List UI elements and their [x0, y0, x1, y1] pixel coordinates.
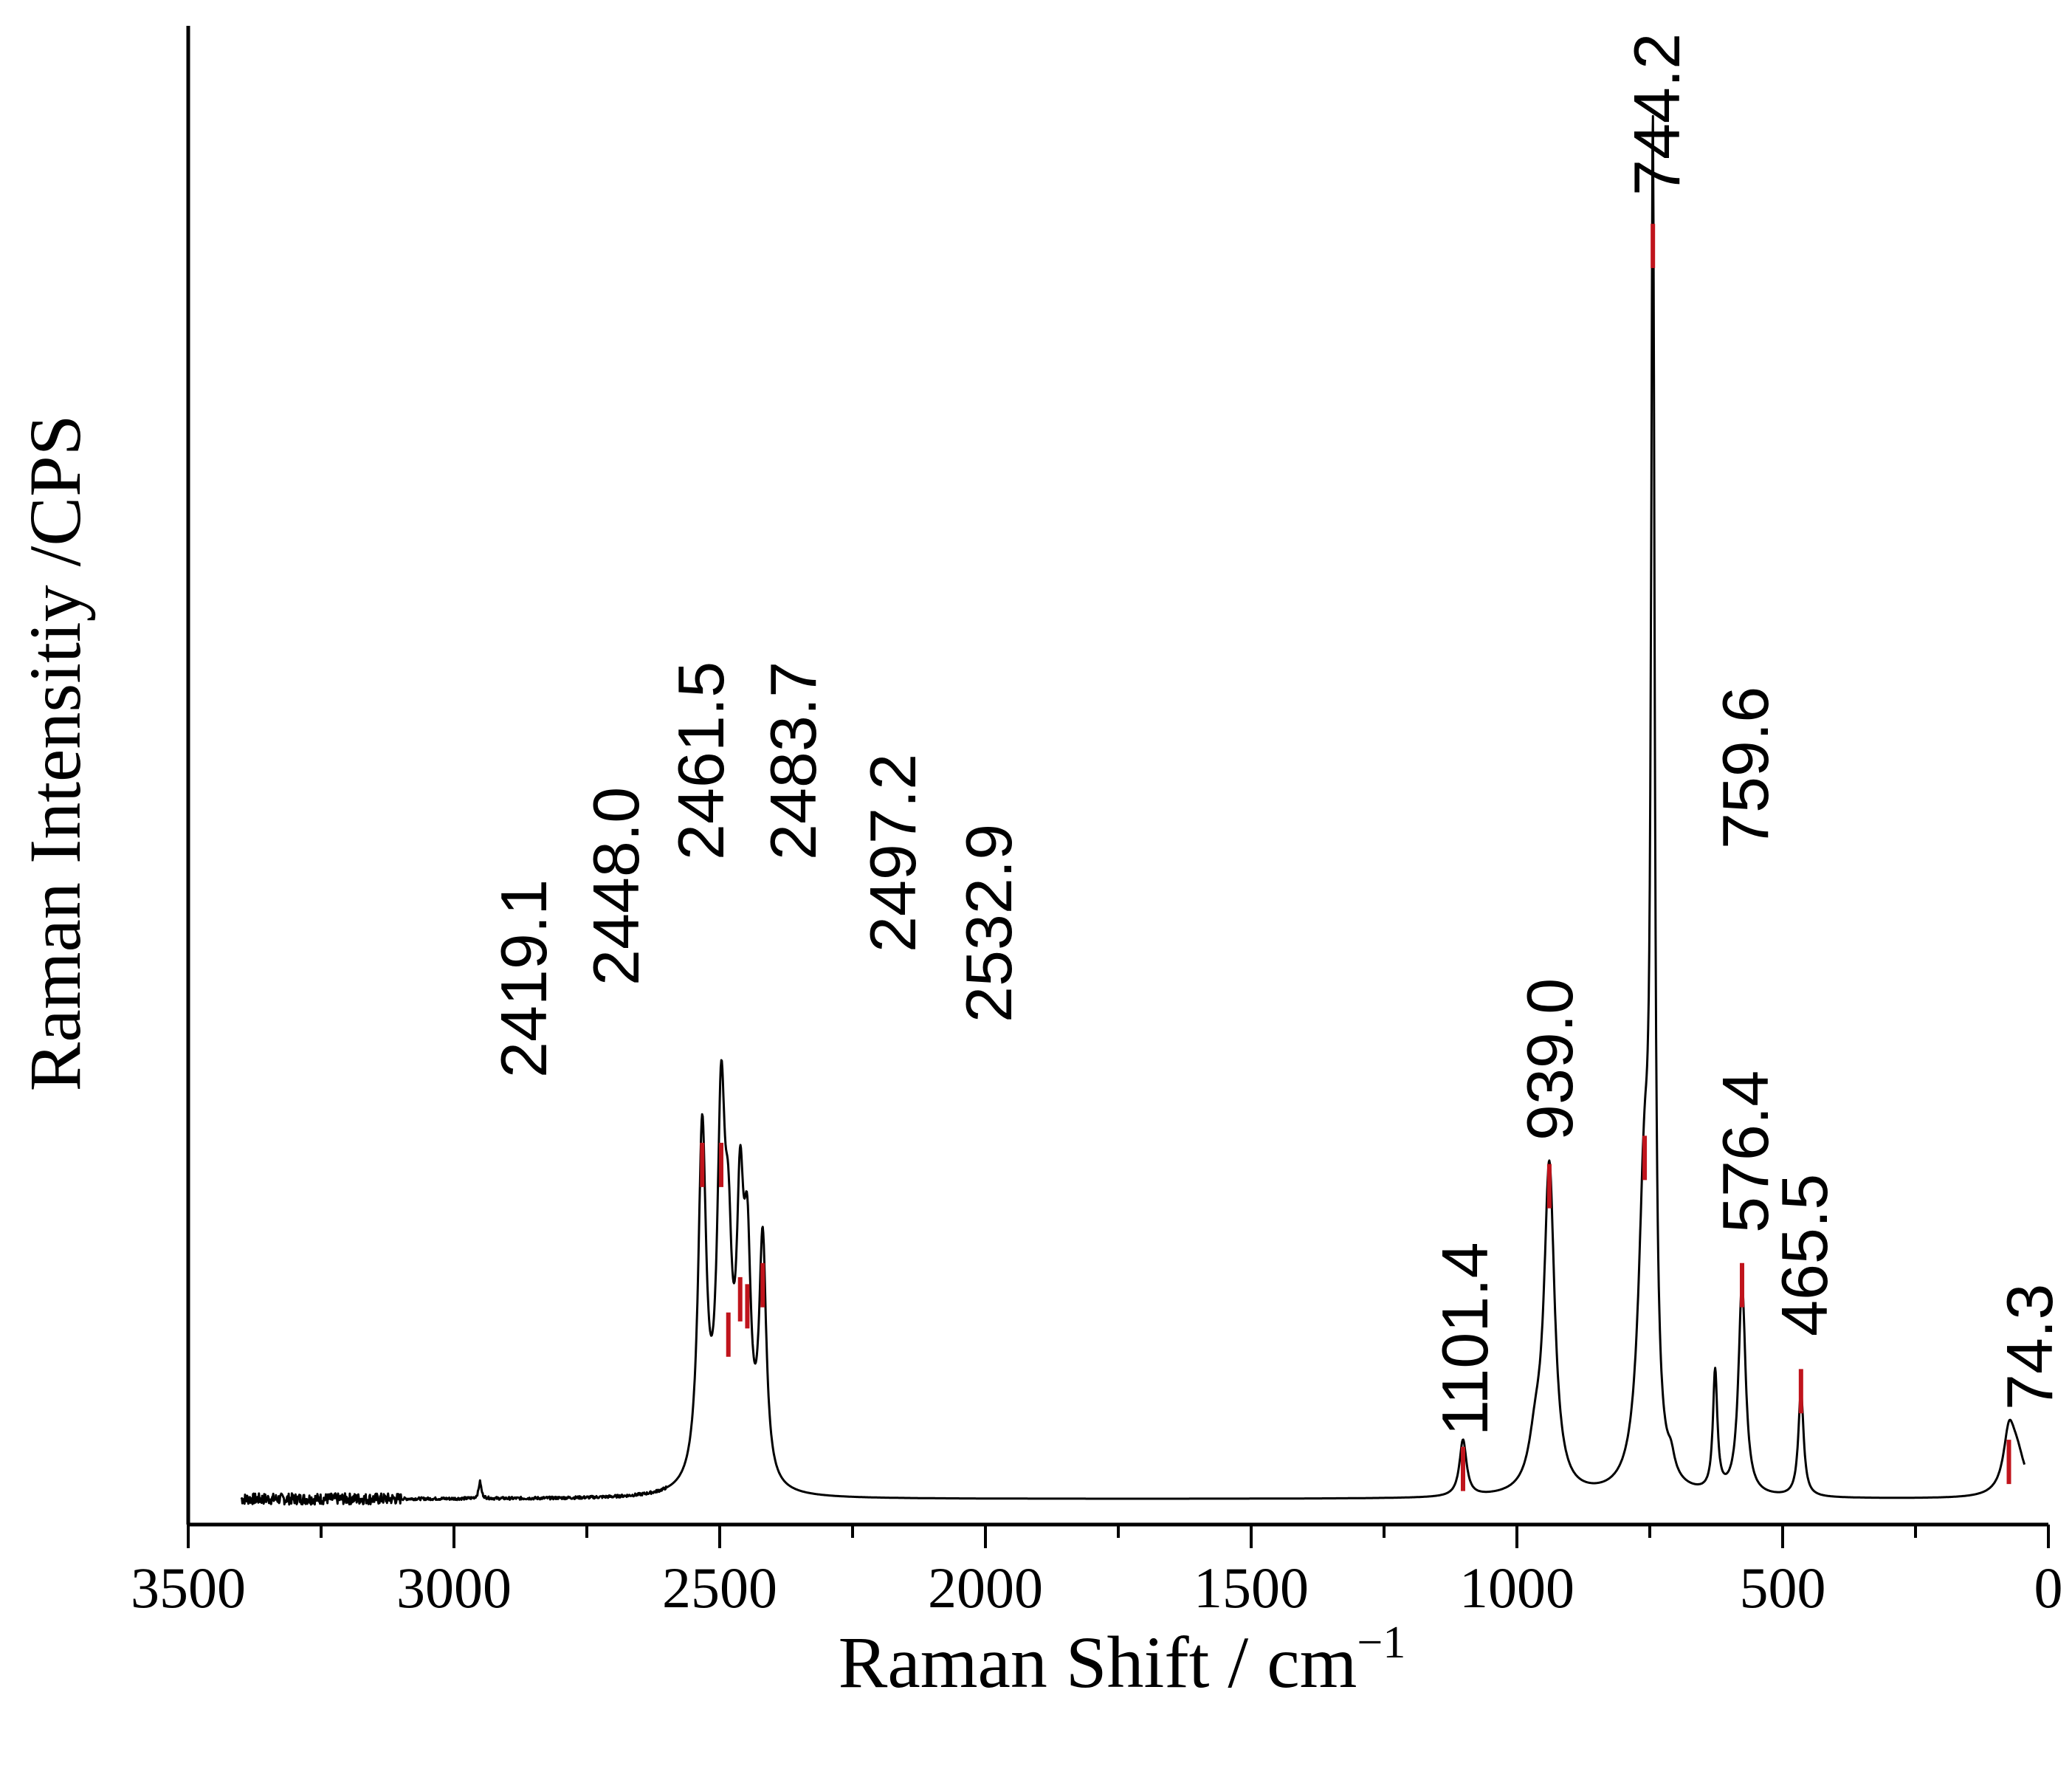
- y-axis-title: Raman Intensitiy /CPS: [14, 415, 96, 1092]
- x-tick-label: 1000: [1459, 1556, 1574, 1620]
- spectrum-line: [240, 114, 2026, 1506]
- peak-label: 74.3: [1993, 1284, 2066, 1410]
- peak-label: 2461.5: [664, 662, 737, 860]
- peak-label: 2497.2: [856, 754, 929, 952]
- x-axis-title-superscript: −1: [1357, 1618, 1405, 1668]
- x-axis-ticks: 3500 3000 2500 2000 1500 1000 500 0: [131, 1525, 2063, 1620]
- peak-label: 465.5: [1768, 1174, 1841, 1336]
- peak-label: 744.2: [1620, 33, 1693, 196]
- spectrum-series: [240, 114, 2026, 1506]
- x-tick-label: 500: [1740, 1556, 1826, 1620]
- x-tick-label: 3000: [396, 1556, 512, 1620]
- peak-label: 2532.9: [952, 824, 1025, 1023]
- peak-label: 2419.1: [487, 879, 560, 1078]
- peak-label: 2483.7: [757, 662, 830, 860]
- peak-label: 576.4: [1709, 1071, 1782, 1233]
- x-tick-label: 1500: [1194, 1556, 1309, 1620]
- peak-label: 759.6: [1709, 687, 1782, 849]
- x-tick-label: 3500: [131, 1556, 246, 1620]
- peak-label: 939.0: [1513, 978, 1586, 1141]
- peak-label: 1101.4: [1428, 1242, 1501, 1436]
- x-tick-label: 2000: [928, 1556, 1043, 1620]
- peak-label: 2448.0: [579, 787, 653, 986]
- x-tick-label: 0: [2034, 1556, 2063, 1620]
- x-tick-label: 2500: [662, 1556, 777, 1620]
- x-axis-title-text: Raman Shift / cm: [839, 1621, 1357, 1703]
- peak-markers: [700, 224, 2011, 1491]
- x-axis-title: Raman Shift / cm−1: [839, 1618, 1406, 1703]
